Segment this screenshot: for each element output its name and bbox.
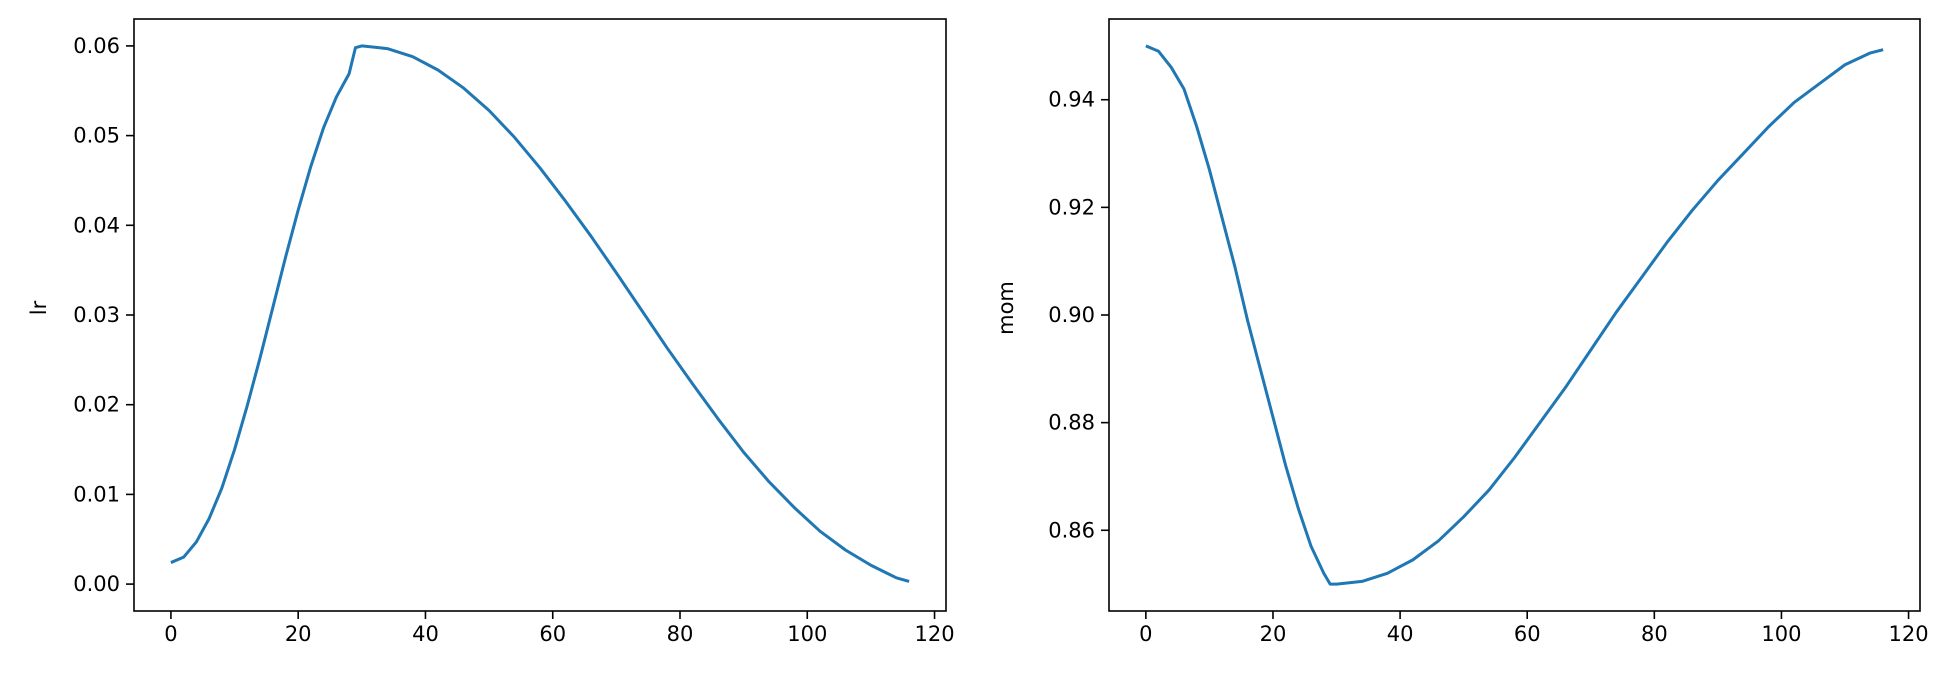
mom-x-tick-label: 120	[1889, 622, 1929, 646]
lr-y-tick-label: 0.05	[73, 124, 120, 148]
lr-y-tick-label: 0.03	[73, 303, 120, 327]
lr-series-line	[170, 44, 910, 583]
mom-y-tick-label: 0.88	[1048, 411, 1095, 435]
lr-x-tick-label: 80	[667, 622, 694, 646]
mom-y-tick-label: 0.90	[1048, 303, 1095, 327]
mom-series-line	[1145, 44, 1884, 586]
lr-x-tick-label: 20	[285, 622, 312, 646]
mom-x-tick-label: 100	[1761, 622, 1801, 646]
mom-y-tick-label: 0.92	[1048, 195, 1095, 219]
mom-y-axis-label: mom	[994, 281, 1018, 335]
mom-y-tick-label: 0.86	[1048, 518, 1095, 542]
mom-subplot: mom 0 20 40 60 80 100 120 0.86 0.88 0.90 0.92 0.94	[994, 18, 1929, 646]
lr-ticks: 0 20 40 60 80 100 120 0.00 0.01 0.02 0.03 0.04 0.05 0…	[73, 34, 954, 646]
mom-x-tick-label: 0	[1139, 622, 1152, 646]
lr-y-tick-label: 0.04	[73, 213, 120, 237]
mom-ticks: 0 20 40 60 80 100 120 0.86 0.88 0.90 0.92 0.94	[1048, 88, 1928, 646]
lr-subplot: lr 0 20 40 60 80 100 120 0.00 0.01 0.02 0.03 0.04 0.…	[27, 18, 955, 646]
lr-x-tick-label: 40	[412, 622, 439, 646]
mom-y-tick-label: 0.94	[1048, 88, 1095, 112]
lr-x-tick-label: 60	[539, 622, 566, 646]
lr-y-tick-label: 0.06	[73, 34, 120, 58]
mom-x-tick-label: 20	[1260, 622, 1287, 646]
mom-x-tick-label: 80	[1641, 622, 1668, 646]
lr-x-tick-label: 100	[787, 622, 827, 646]
mom-x-tick-label: 40	[1387, 622, 1414, 646]
lr-y-tick-label: 0.02	[73, 393, 120, 417]
mom-x-tick-label: 60	[1514, 622, 1541, 646]
lr-axes-frame	[133, 18, 947, 612]
lr-x-tick-label: 0	[164, 622, 177, 646]
lr-y-axis-label: lr	[27, 300, 51, 315]
mom-axes-frame	[1108, 18, 1921, 612]
lr-y-tick-label: 0.00	[73, 572, 120, 596]
lr-x-tick-label: 120	[914, 622, 954, 646]
lr-y-tick-label: 0.01	[73, 482, 120, 506]
